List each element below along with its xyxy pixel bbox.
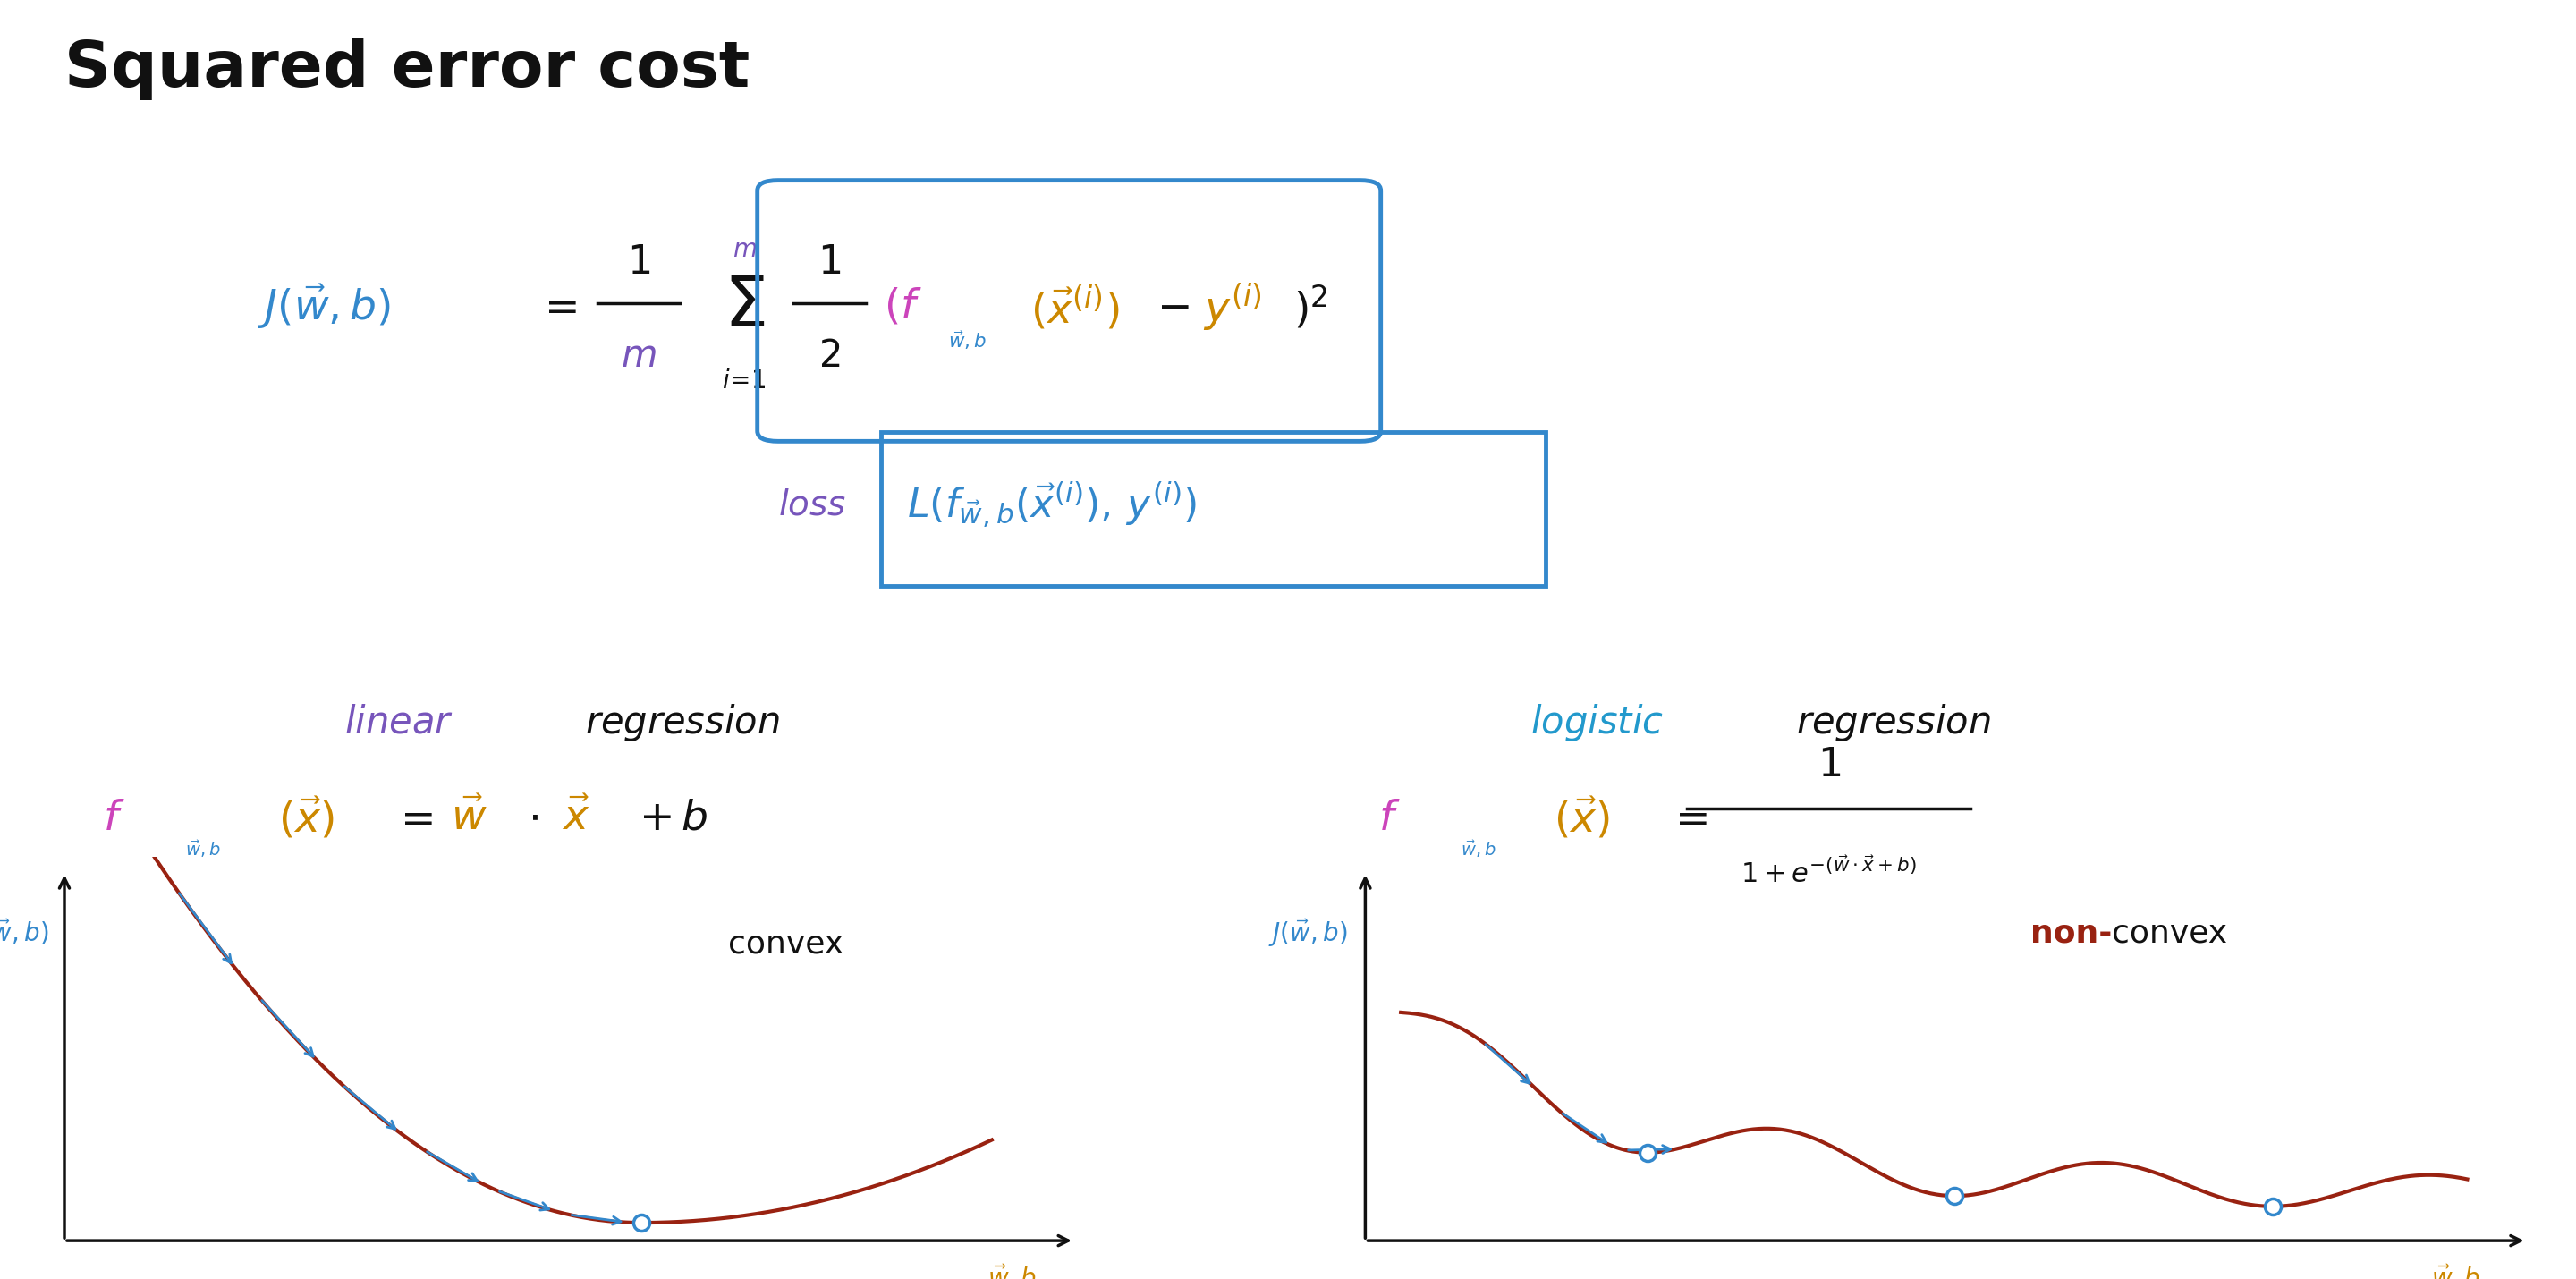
Text: $2$: $2$ bbox=[819, 336, 840, 375]
Text: $J(\vec{w},b)$: $J(\vec{w},b)$ bbox=[1267, 918, 1347, 949]
Text: $_{\vec{w},b}$: $_{\vec{w},b}$ bbox=[948, 326, 987, 352]
Text: $\Sigma$: $\Sigma$ bbox=[724, 272, 765, 341]
Text: $i\!=\!1$: $i\!=\!1$ bbox=[721, 368, 768, 394]
Text: Squared error cost: Squared error cost bbox=[64, 38, 750, 100]
Text: $\vec{w},b$: $\vec{w},b$ bbox=[987, 1264, 1038, 1279]
Text: $J(\vec{w},b)$: $J(\vec{w},b)$ bbox=[0, 918, 49, 949]
Text: non-: non- bbox=[2030, 918, 2112, 949]
Text: $_{\vec{w},b}$: $_{\vec{w},b}$ bbox=[1461, 834, 1497, 859]
Text: $1$: $1$ bbox=[1816, 746, 1842, 784]
Text: $J(\vec{w},b)$: $J(\vec{w},b)$ bbox=[258, 283, 392, 331]
Text: $(\vec{x})$: $(\vec{x})$ bbox=[278, 796, 335, 842]
Text: $=$: $=$ bbox=[536, 286, 577, 327]
Text: $1+e^{-(\vec{w}\cdot\vec{x}+b)}$: $1+e^{-(\vec{w}\cdot\vec{x}+b)}$ bbox=[1741, 857, 1917, 888]
Text: $m$: $m$ bbox=[732, 237, 757, 262]
Text: $(\vec{x})$: $(\vec{x})$ bbox=[1553, 796, 1610, 842]
Text: $regression$: $regression$ bbox=[1795, 702, 1991, 743]
Text: $)^2$: $)^2$ bbox=[1293, 283, 1327, 331]
Text: $\mathit{loss}$: $\mathit{loss}$ bbox=[778, 489, 845, 522]
Text: $=$: $=$ bbox=[1667, 798, 1708, 839]
Text: $(\vec{x}^{(i)})$: $(\vec{x}^{(i)})$ bbox=[1030, 283, 1121, 331]
Text: $(f$: $(f$ bbox=[884, 286, 922, 327]
Text: $linear$: $linear$ bbox=[345, 703, 453, 742]
Text: $\vec{w},b$: $\vec{w},b$ bbox=[2432, 1264, 2481, 1279]
Text: convex: convex bbox=[729, 929, 842, 959]
Text: $1$: $1$ bbox=[626, 243, 652, 281]
Text: $-$: $-$ bbox=[1157, 286, 1190, 327]
Text: $\cdot$: $\cdot$ bbox=[528, 798, 538, 839]
Text: $m$: $m$ bbox=[621, 336, 657, 375]
Text: $_{\vec{w},b}$: $_{\vec{w},b}$ bbox=[185, 834, 222, 859]
Text: $regression$: $regression$ bbox=[585, 702, 781, 743]
Text: $\vec{w}$: $\vec{w}$ bbox=[451, 798, 487, 839]
Text: $=$: $=$ bbox=[392, 798, 433, 839]
Text: $logistic$: $logistic$ bbox=[1530, 702, 1664, 743]
Text: $1$: $1$ bbox=[817, 243, 842, 281]
Text: $y^{(i)}$: $y^{(i)}$ bbox=[1203, 280, 1262, 334]
Text: $f$: $f$ bbox=[1378, 798, 1401, 839]
Text: $L(f_{\vec{w},b}(\vec{x}^{(i)}),\,y^{(i)})$: $L(f_{\vec{w},b}(\vec{x}^{(i)}),\,y^{(i)… bbox=[907, 480, 1195, 531]
Text: $+\,b$: $+\,b$ bbox=[639, 798, 708, 839]
Text: $\vec{x}$: $\vec{x}$ bbox=[562, 798, 590, 839]
Text: $f$: $f$ bbox=[103, 798, 126, 839]
Text: convex: convex bbox=[2112, 918, 2228, 949]
